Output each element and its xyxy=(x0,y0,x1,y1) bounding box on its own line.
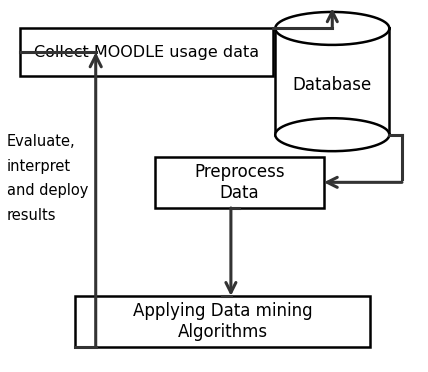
Polygon shape xyxy=(275,12,389,45)
Bar xyxy=(155,157,324,208)
Bar xyxy=(74,296,370,347)
Polygon shape xyxy=(275,118,389,151)
Bar xyxy=(20,28,273,76)
Text: Preprocess
Data: Preprocess Data xyxy=(194,163,285,202)
Text: Database: Database xyxy=(293,76,372,94)
Text: Evaluate,
interpret
and deploy
results: Evaluate, interpret and deploy results xyxy=(7,134,88,223)
Text: Collect MOODLE usage data: Collect MOODLE usage data xyxy=(34,45,259,60)
Text: Applying Data mining
Algorithms: Applying Data mining Algorithms xyxy=(133,302,312,341)
Polygon shape xyxy=(275,28,389,135)
